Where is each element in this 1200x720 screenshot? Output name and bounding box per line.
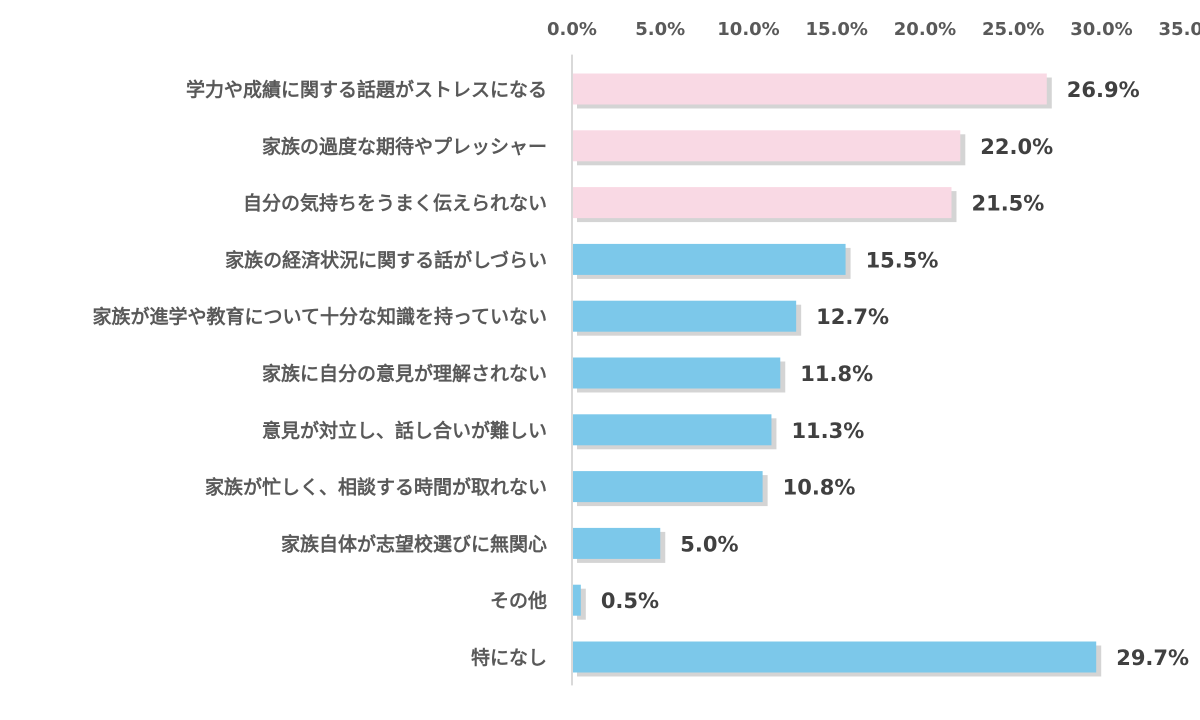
category-label: 家族の過度な期待やプレッシャー (262, 135, 547, 158)
bar (572, 471, 763, 503)
x-tick-label: 20.0% (894, 19, 956, 40)
bar (572, 187, 952, 219)
data-label: 5.0% (680, 532, 738, 556)
category-label: 家族自体が志望校選びに無関心 (281, 532, 547, 555)
category-label: その他 (490, 589, 547, 612)
x-tick-label: 10.0% (717, 19, 779, 40)
x-tick-label: 15.0% (806, 19, 868, 40)
category-label: 意見が対立し、話し合いが難しい (262, 419, 547, 442)
bar (572, 243, 846, 275)
data-label: 15.5% (866, 248, 939, 272)
x-axis-tick-labels: 0.0% 5.0% 10.0% 15.0% 20.0% 25.0% 30.0% 35.0% (547, 19, 1200, 40)
category-label: 学力や成績に関する話題がストレスになる (186, 78, 547, 101)
bar (572, 527, 661, 559)
bar (572, 414, 772, 446)
x-tick-label: 25.0% (982, 19, 1044, 40)
bar (572, 357, 781, 389)
bar-shadow (577, 588, 586, 620)
x-tick-label: 35.0% (1159, 19, 1200, 40)
data-label: 21.5% (971, 192, 1044, 216)
category-label: 特になし (471, 647, 547, 669)
bars (572, 73, 1097, 673)
x-tick-label: 5.0% (635, 19, 685, 40)
bar (572, 641, 1097, 673)
data-label: 29.7% (1116, 646, 1189, 670)
x-tick-label: 30.0% (1070, 19, 1132, 40)
category-labels: 学力や成績に関する話題がストレスになる家族の過度な期待やプレッシャー自分の気持ち… (93, 78, 547, 669)
data-label: 26.9% (1067, 78, 1140, 102)
data-label: 0.5% (601, 589, 659, 613)
data-label: 11.8% (800, 362, 873, 386)
data-label: 11.3% (791, 419, 864, 443)
value-labels: 26.9% 22.0% 21.5% 15.5% 12.7% 11.8% 11.3% 10.8%… (601, 78, 1189, 670)
data-label: 22.0% (980, 135, 1053, 159)
data-label: 10.8% (783, 476, 856, 500)
data-label: 12.7% (816, 305, 889, 329)
category-label: 自分の気持ちをうまく伝えられない (243, 192, 547, 215)
bar (572, 584, 581, 616)
bar (572, 73, 1047, 105)
bar (572, 300, 797, 332)
category-label: 家族に自分の意見が理解されない (262, 362, 547, 385)
category-label: 家族が進学や教育について十分な知識を持っていない (93, 305, 547, 328)
x-tick-label: 0.0% (547, 19, 597, 40)
bar (572, 130, 961, 162)
category-label: 家族の経済状況に関する話がしづらい (225, 248, 547, 271)
category-label: 家族が忙しく、相談する時間が取れない (205, 476, 547, 499)
